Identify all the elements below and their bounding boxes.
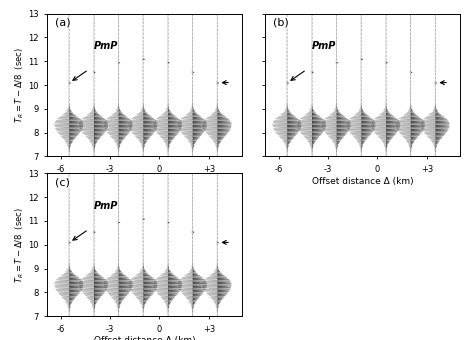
Text: PmP: PmP bbox=[94, 41, 118, 51]
Y-axis label: $T_R=T-\Delta/8$  (sec): $T_R=T-\Delta/8$ (sec) bbox=[13, 207, 26, 283]
Text: PmP: PmP bbox=[312, 41, 337, 51]
Text: (b): (b) bbox=[273, 18, 289, 28]
Text: (c): (c) bbox=[55, 178, 70, 188]
Y-axis label: $T_R=T-\Delta/8$  (sec): $T_R=T-\Delta/8$ (sec) bbox=[13, 47, 26, 123]
X-axis label: Offset distance Δ (km): Offset distance Δ (km) bbox=[312, 176, 413, 186]
Text: (a): (a) bbox=[55, 18, 71, 28]
X-axis label: Offset distance Δ (km): Offset distance Δ (km) bbox=[94, 336, 195, 340]
Text: PmP: PmP bbox=[94, 201, 118, 211]
